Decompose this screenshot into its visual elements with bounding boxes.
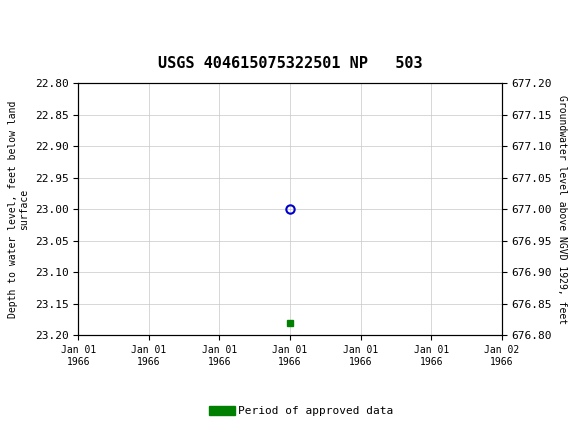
Y-axis label: Groundwater level above NGVD 1929, feet: Groundwater level above NGVD 1929, feet: [557, 95, 567, 324]
Text: USGS 404615075322501 NP   503: USGS 404615075322501 NP 503: [158, 56, 422, 71]
Text: USGS: USGS: [38, 10, 97, 30]
Y-axis label: Depth to water level, feet below land
surface: Depth to water level, feet below land su…: [8, 101, 29, 318]
Text: Period of approved data: Period of approved data: [238, 405, 393, 416]
